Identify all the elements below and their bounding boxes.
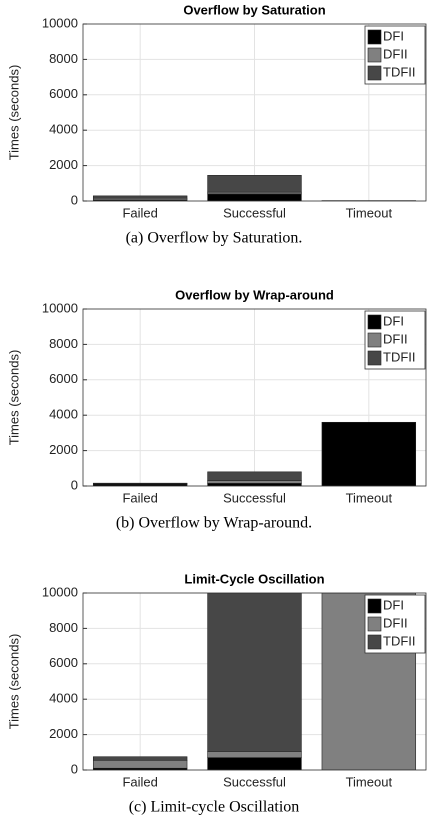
x-tick-label: Timeout bbox=[346, 774, 393, 789]
caption: (c) Limit-cycle Oscillation bbox=[129, 799, 300, 816]
caption: (b) Overflow by Wrap-around. bbox=[116, 515, 312, 532]
chart-title: Limit-Cycle Oscillation bbox=[184, 571, 324, 586]
bars bbox=[92, 175, 417, 201]
x-tick-label: Timeout bbox=[346, 205, 393, 220]
legend-swatch bbox=[367, 47, 382, 63]
bar-segment bbox=[92, 482, 188, 484]
legend-label: DFII bbox=[383, 615, 408, 630]
chart-title: Overflow by Wrap-around bbox=[175, 287, 334, 302]
legend-label: DFII bbox=[383, 331, 408, 346]
legend-swatch bbox=[367, 350, 382, 366]
y-axis-label: Times (seconds) bbox=[6, 65, 21, 161]
bar-segment bbox=[207, 593, 302, 752]
legend-swatch bbox=[367, 29, 382, 45]
plot-frame bbox=[82, 308, 427, 487]
bar-segment bbox=[207, 480, 302, 484]
legend-label: TDFII bbox=[383, 64, 416, 79]
legend-label: DFII bbox=[383, 46, 408, 61]
legend-label: DFI bbox=[383, 313, 404, 328]
legend-swatch bbox=[367, 634, 382, 650]
bar-segment bbox=[207, 193, 302, 201]
chart: Overflow by Saturation Times (seconds) (a)… bbox=[6, 2, 427, 247]
y-axis-label: Times (seconds) bbox=[6, 350, 21, 446]
bar-segment bbox=[207, 757, 302, 770]
x-tick-label: Timeout bbox=[346, 490, 393, 505]
y-tick-label: 8000 bbox=[49, 620, 78, 635]
legend-label: TDFII bbox=[383, 349, 416, 364]
legend-swatch bbox=[367, 332, 382, 348]
x-tick-label: Failed bbox=[122, 205, 157, 220]
plot-frame bbox=[82, 23, 427, 202]
y-tick-label: 10000 bbox=[42, 300, 78, 315]
y-tick-label: 8000 bbox=[49, 51, 78, 66]
bar-segment bbox=[92, 195, 188, 199]
y-tick-label: 8000 bbox=[49, 336, 78, 351]
y-tick-label: 10000 bbox=[42, 584, 78, 599]
legend-swatch bbox=[367, 616, 382, 632]
caption: (a) Overflow by Saturation. bbox=[126, 230, 303, 247]
legend-swatch bbox=[367, 598, 382, 614]
y-tick-label: 4000 bbox=[49, 407, 78, 422]
bar-segment bbox=[321, 421, 417, 486]
y-tick-label: 6000 bbox=[49, 655, 78, 670]
x-tick-label: Failed bbox=[122, 490, 157, 505]
y-axis-label: Times (seconds) bbox=[6, 634, 21, 730]
x-tick-label: Failed bbox=[122, 774, 157, 789]
y-tick-label: 2000 bbox=[49, 442, 78, 457]
legend-swatch bbox=[367, 314, 382, 330]
chart-title: Overflow by Saturation bbox=[183, 2, 325, 17]
legend-label: DFI bbox=[383, 597, 404, 612]
chart: Overflow by Wrap-around Times (seconds) (b… bbox=[6, 287, 427, 532]
y-tick-label: 6000 bbox=[49, 86, 78, 101]
y-tick-label: 0 bbox=[71, 477, 78, 492]
bars bbox=[92, 421, 417, 486]
bar-segment bbox=[92, 756, 188, 761]
x-tick-label: Successful bbox=[223, 490, 286, 505]
bar-segment bbox=[207, 471, 302, 481]
y-tick-label: 4000 bbox=[49, 691, 78, 706]
x-tick-label: Successful bbox=[223, 774, 286, 789]
y-tick-label: 0 bbox=[71, 761, 78, 776]
legend-swatch bbox=[367, 65, 382, 81]
bar-segment bbox=[207, 751, 302, 758]
y-tick-label: 10000 bbox=[42, 15, 78, 30]
y-tick-label: 2000 bbox=[49, 157, 78, 172]
bar-segment bbox=[207, 175, 302, 193]
y-tick-label: 0 bbox=[71, 192, 78, 207]
bar-segment bbox=[92, 759, 188, 769]
plot-frame bbox=[82, 592, 427, 771]
x-tick-label: Successful bbox=[223, 205, 286, 220]
y-tick-label: 4000 bbox=[49, 122, 78, 137]
legend-label: TDFII bbox=[383, 633, 416, 648]
chart: Limit-Cycle Oscillation Times (seconds) (c… bbox=[6, 571, 427, 816]
y-tick-label: 2000 bbox=[49, 726, 78, 741]
y-tick-label: 6000 bbox=[49, 371, 78, 386]
legend-label: DFI bbox=[383, 28, 404, 43]
